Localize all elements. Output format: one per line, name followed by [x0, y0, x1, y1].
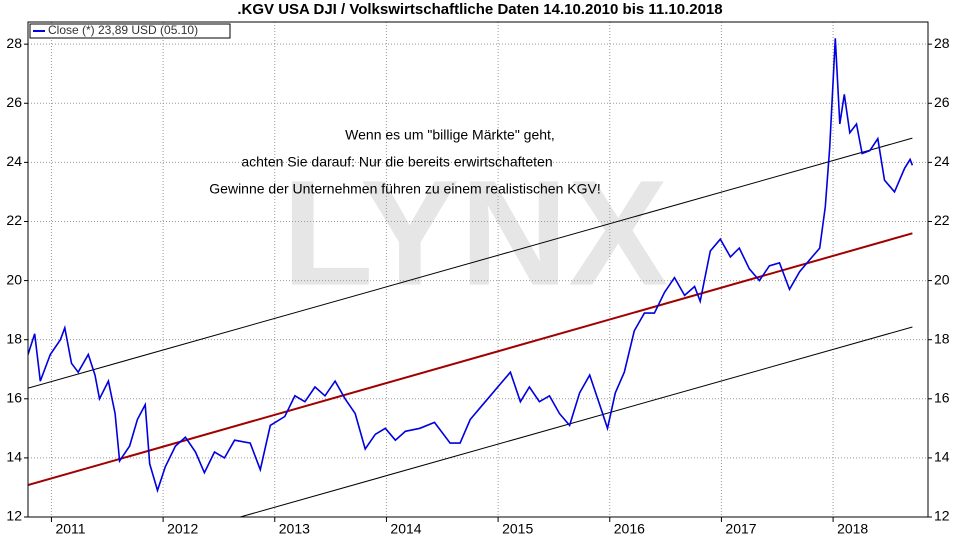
annotation: Wenn es um "billige Märkte" geht, [345, 127, 555, 143]
y-tick-label: 28 [6, 35, 22, 51]
annotation: achten Sie darauf: Nur die bereits erwir… [241, 154, 552, 170]
y-tick-label: 24 [6, 153, 22, 169]
x-tick-label: 2017 [725, 521, 756, 537]
y-tick-label: 26 [6, 94, 22, 110]
x-tick-label: 2018 [837, 521, 868, 537]
axes: 12 12 14 14 16 16 18 18 20 20 22 22 24 24 26 26 28 28 2011… [6, 23, 949, 537]
y2-tick-label: 22 [934, 212, 950, 228]
x-tick-label: 2012 [167, 521, 198, 537]
x-tick-label: 2015 [502, 521, 533, 537]
x-tick-label: 2016 [614, 521, 645, 537]
y-tick-label: 22 [6, 212, 22, 228]
trend-line [28, 232, 913, 487]
y2-tick-label: 24 [934, 153, 950, 169]
data-line [28, 38, 914, 494]
trend-line [240, 326, 913, 517]
y2-tick-label: 12 [934, 508, 950, 524]
trend-line [28, 137, 913, 389]
y2-tick-label: 20 [934, 271, 950, 287]
y-tick-label: 20 [6, 271, 22, 287]
y-tick-label: 14 [6, 449, 22, 465]
y2-tick-label: 14 [934, 449, 950, 465]
lines [28, 38, 914, 494]
x-tick-label: 2013 [279, 521, 310, 537]
y-tick-label: 16 [6, 389, 22, 405]
y2-tick-label: 28 [934, 35, 950, 51]
y2-tick-label: 18 [934, 330, 950, 346]
legend [29, 23, 231, 39]
watermark: LYNX [282, 149, 668, 317]
y-tick-label: 18 [6, 330, 22, 346]
plot-frame [27, 21, 929, 518]
trend-lines [28, 137, 913, 517]
chart-title: .KGV USA DJI / Volkswirtschaftliche Date… [237, 1, 722, 18]
annotation: Gewinne der Unternehmen führen zu einem … [209, 181, 600, 197]
y2-tick-label: 26 [934, 94, 950, 110]
y-tick-label: 12 [6, 508, 22, 524]
y2-tick-label: 16 [934, 389, 950, 405]
x-tick-label: 2011 [55, 521, 85, 537]
legend-label: Close (*) 23,89 USD (05.10) [48, 23, 198, 37]
x-tick-label: 2014 [390, 521, 421, 537]
